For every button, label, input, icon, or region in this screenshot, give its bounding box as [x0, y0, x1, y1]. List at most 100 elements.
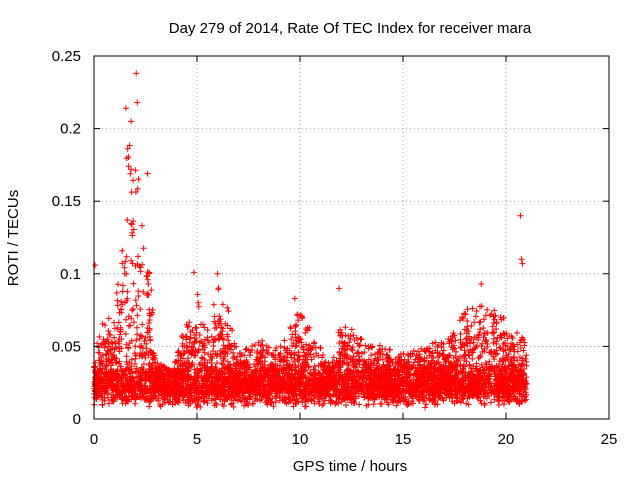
data-point [493, 325, 500, 332]
data-point [207, 365, 214, 372]
data-point [362, 342, 369, 349]
data-point [390, 387, 397, 394]
data-point [224, 304, 231, 311]
data-point [255, 339, 262, 346]
data-point [182, 371, 189, 378]
data-point [446, 383, 453, 390]
data-point [152, 378, 159, 385]
data-point [146, 270, 153, 277]
data-point [515, 361, 522, 368]
data-point [209, 378, 216, 385]
data-point [512, 395, 519, 402]
data-point [442, 355, 449, 362]
data-point [137, 332, 144, 339]
data-point [95, 349, 102, 356]
data-point [513, 329, 520, 336]
data-point [336, 339, 343, 346]
data-point [452, 366, 459, 373]
data-point [100, 374, 107, 381]
data-point [457, 331, 464, 338]
data-point [201, 324, 208, 331]
data-point [488, 348, 495, 355]
data-point [477, 326, 484, 333]
data-point [224, 322, 231, 329]
data-point [520, 370, 527, 377]
data-point [385, 379, 392, 386]
data-point [188, 390, 195, 397]
data-point [277, 343, 284, 350]
data-point [350, 399, 357, 406]
data-point [162, 364, 169, 371]
data-point [241, 377, 248, 384]
data-point [199, 377, 206, 384]
data-point [122, 372, 129, 379]
data-point [210, 301, 217, 308]
data-point [211, 318, 218, 325]
data-point [204, 334, 211, 341]
data-point [144, 291, 151, 298]
data-point [281, 337, 288, 344]
data-point [422, 348, 429, 355]
data-point [428, 362, 435, 369]
data-point [421, 355, 428, 362]
data-point [231, 369, 238, 376]
data-point [224, 350, 231, 357]
data-point [278, 378, 285, 385]
data-point [302, 384, 309, 391]
data-point [295, 356, 302, 363]
data-point [354, 369, 361, 376]
data-point [378, 401, 385, 408]
data-point [122, 330, 129, 337]
data-point [298, 339, 305, 346]
data-point [135, 176, 142, 183]
data-point [123, 353, 130, 360]
data-point [191, 373, 198, 380]
data-point [351, 337, 358, 344]
data-point [480, 325, 487, 332]
data-point [105, 315, 112, 322]
data-point [135, 253, 142, 260]
data-point [123, 297, 130, 304]
data-point [440, 341, 447, 348]
data-point [94, 340, 101, 347]
data-point [462, 336, 469, 343]
data-point [139, 321, 146, 328]
data-point [128, 166, 135, 173]
data-point [429, 350, 436, 357]
data-point [95, 389, 102, 396]
data-point [99, 341, 106, 348]
data-point [455, 355, 462, 362]
data-point [231, 353, 238, 360]
data-point [126, 142, 133, 149]
data-point [166, 388, 173, 395]
data-point [192, 378, 199, 385]
data-point [197, 403, 204, 410]
data-point [257, 343, 264, 350]
data-point [493, 340, 500, 347]
data-point [491, 356, 498, 363]
data-point [128, 189, 135, 196]
data-point [519, 398, 526, 405]
data-point [394, 390, 401, 397]
data-point [413, 371, 420, 378]
data-point [103, 350, 110, 357]
data-point [508, 359, 515, 366]
data-point [479, 384, 486, 391]
data-point [341, 341, 348, 348]
data-point [475, 354, 482, 361]
data-point [108, 362, 115, 369]
data-point [446, 369, 453, 376]
data-point [204, 327, 211, 334]
data-point [434, 350, 441, 357]
data-point [131, 360, 138, 367]
data-point [507, 390, 514, 397]
data-point [448, 344, 455, 351]
data-point [265, 344, 272, 351]
data-point [310, 375, 317, 382]
data-point [322, 359, 329, 366]
data-point [279, 384, 286, 391]
data-point [124, 145, 131, 152]
data-point [126, 359, 133, 366]
data-point [196, 395, 203, 402]
data-point [462, 375, 469, 382]
